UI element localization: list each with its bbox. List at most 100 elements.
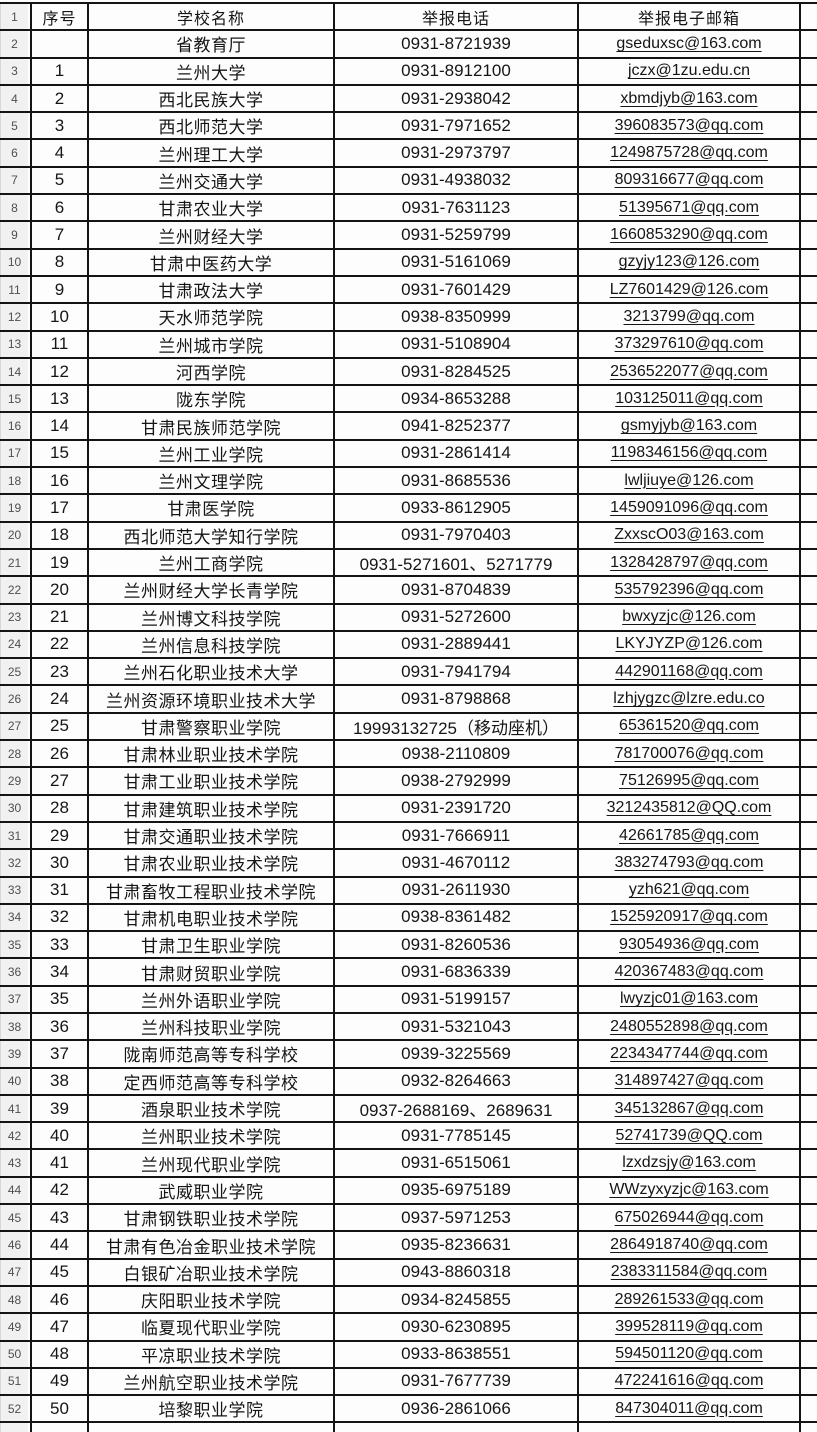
email-cell[interactable]: bwxyzjc@126.com — [577, 604, 801, 630]
row-number-cell[interactable]: 40 — [0, 1068, 28, 1094]
phone-cell[interactable]: 0931-8284525 — [333, 358, 577, 385]
email-cell[interactable]: yzh621@qq.com — [577, 877, 801, 903]
email-link[interactable]: 442901168@qq.com — [615, 662, 763, 680]
seq-cell[interactable]: 30 — [30, 850, 87, 876]
phone-cell[interactable]: 0939-3225569 — [333, 1041, 577, 1067]
seq-cell[interactable]: 50 — [30, 1396, 87, 1422]
row-number-cell[interactable]: 11 — [0, 276, 28, 303]
seq-cell[interactable]: 36 — [30, 1013, 87, 1040]
email-cell[interactable]: jczx@1zu.edu.cn — [577, 58, 801, 84]
school-cell[interactable]: 兰州财经大学长青学院 — [87, 577, 333, 603]
row-number-cell[interactable]: 18 — [0, 468, 28, 494]
school-cell[interactable]: 甘肃医学院 — [87, 495, 333, 521]
school-cell[interactable]: 兰州博文科技学院 — [87, 604, 333, 630]
phone-cell[interactable]: 0931-5259799 — [333, 222, 577, 248]
email-link[interactable]: jczx@1zu.edu.cn — [627, 62, 751, 80]
email-link[interactable]: 396083573@qq.com — [614, 116, 764, 134]
phone-cell[interactable]: 0932-8264663 — [333, 1068, 577, 1094]
email-link[interactable]: 847304011@qq.com — [615, 1399, 763, 1417]
email-link[interactable]: 1525920917@qq.com — [610, 908, 768, 926]
school-cell[interactable]: 兰州职业技术学院 — [87, 1123, 333, 1149]
email-cell[interactable]: gzyjy123@126.com — [577, 249, 801, 275]
email-cell[interactable]: 65361520@qq.com — [577, 713, 801, 740]
school-cell[interactable]: 兰州交通大学 — [87, 167, 333, 194]
row-number-cell[interactable]: 44 — [0, 1177, 28, 1204]
seq-cell[interactable]: 17 — [30, 495, 87, 521]
seq-cell[interactable]: 28 — [30, 795, 87, 821]
email-link[interactable]: 2864918740@qq.com — [610, 1236, 768, 1253]
school-cell[interactable]: 甘肃林业职业技术学院 — [87, 741, 333, 767]
seq-cell[interactable]: 1 — [30, 58, 87, 84]
email-cell[interactable]: 442901168@qq.com — [577, 659, 801, 685]
row-number-cell[interactable]: 19 — [0, 495, 28, 521]
school-cell[interactable]: 西北师范大学知行学院 — [87, 522, 333, 548]
row-number-cell[interactable]: 23 — [0, 604, 28, 630]
email-link[interactable]: 399528119@qq.com — [615, 1317, 763, 1335]
phone-cell[interactable]: 0931-7677739 — [333, 1368, 577, 1395]
row-number-cell[interactable]: 5 — [0, 113, 28, 139]
row-number-cell[interactable]: 1 — [0, 4, 28, 30]
row-number-cell[interactable]: 33 — [0, 877, 28, 903]
email-link[interactable]: 289261533@qq.com — [614, 1290, 764, 1308]
email-link[interactable]: 2536522077@qq.com — [610, 362, 768, 380]
seq-cell[interactable]: 48 — [30, 1341, 87, 1367]
email-link[interactable]: 535792396@qq.com — [614, 580, 764, 598]
phone-cell[interactable]: 0931-2889441 — [333, 631, 577, 658]
row-number-cell[interactable]: 43 — [0, 1150, 28, 1176]
email-link[interactable]: WWzyxyzjc@163.com — [609, 1181, 769, 1199]
email-link[interactable]: 1459091096@qq.com — [610, 498, 768, 516]
row-number-cell[interactable]: 3 — [0, 58, 28, 84]
phone-cell[interactable]: 0938-2110809 — [333, 741, 577, 767]
phone-cell[interactable]: 0931-7970403 — [333, 522, 577, 548]
phone-cell[interactable]: 0931-5108904 — [333, 331, 577, 357]
school-cell[interactable]: 兰州外语职业学院 — [87, 986, 333, 1012]
school-cell[interactable]: 兰州工业学院 — [87, 440, 333, 467]
seq-cell[interactable]: 47 — [30, 1314, 87, 1340]
phone-cell[interactable]: 0931-8704839 — [333, 577, 577, 603]
email-link[interactable]: 675026944@qq.com — [614, 1208, 764, 1226]
email-link[interactable]: LZ7601429@126.com — [609, 280, 769, 298]
row-number-cell[interactable]: 39 — [0, 1041, 28, 1067]
phone-cell[interactable]: 0931-5321043 — [333, 1013, 577, 1040]
seq-cell[interactable]: 19 — [30, 549, 87, 576]
email-link[interactable]: yzh621@qq.com — [628, 881, 750, 899]
row-number-cell[interactable]: 32 — [0, 850, 28, 876]
school-cell[interactable]: 白银矿冶职业技术学院 — [87, 1259, 333, 1285]
phone-cell[interactable]: 0931-2611930 — [333, 877, 577, 903]
row-number-cell[interactable]: 6 — [0, 140, 28, 166]
phone-cell[interactable]: 0931-7941794 — [333, 659, 577, 685]
school-cell[interactable]: 武威职业学院 — [87, 1177, 333, 1204]
seq-cell[interactable]: 11 — [30, 331, 87, 357]
phone-cell[interactable]: 0931-8260536 — [333, 932, 577, 958]
email-link[interactable]: xbmdjyb@163.com — [620, 89, 758, 107]
phone-cell[interactable]: 0931-6836339 — [333, 959, 577, 985]
email-link[interactable]: 1660853290@qq.com — [610, 226, 768, 244]
seq-cell[interactable]: 13 — [30, 386, 87, 412]
header-seq[interactable]: 序号 — [30, 4, 87, 30]
school-cell[interactable]: 甘肃工业职业技术学院 — [87, 768, 333, 794]
email-cell[interactable]: 2234347744@qq.com — [577, 1041, 801, 1067]
seq-cell[interactable]: 38 — [30, 1068, 87, 1094]
phone-cell[interactable]: 0933-8612905 — [333, 495, 577, 521]
phone-cell[interactable]: 0931-2391720 — [333, 795, 577, 821]
phone-cell[interactable]: 0938-8361482 — [333, 904, 577, 931]
email-link[interactable]: bwxyzjc@126.com — [622, 608, 756, 626]
phone-cell[interactable]: 0933-8638551 — [333, 1341, 577, 1367]
seq-cell[interactable]: 9 — [30, 276, 87, 303]
row-number-cell[interactable]: 30 — [0, 795, 28, 821]
school-cell[interactable]: 甘肃农业大学 — [87, 195, 333, 221]
email-cell[interactable]: 1249875728@qq.com — [577, 140, 801, 166]
school-cell[interactable]: 甘肃建筑职业技术学院 — [87, 795, 333, 821]
seq-cell[interactable] — [30, 31, 87, 57]
email-cell[interactable]: LKYJYZP@126.com — [577, 631, 801, 658]
phone-cell[interactable]: 0934-8653288 — [333, 386, 577, 412]
email-link[interactable]: 383274793@qq.com — [614, 853, 764, 871]
school-cell[interactable]: 甘肃中医药大学 — [87, 249, 333, 275]
seq-cell[interactable]: 45 — [30, 1259, 87, 1285]
email-link[interactable]: 3213799@qq.com — [623, 307, 755, 325]
email-cell[interactable]: 2864918740@qq.com — [577, 1232, 801, 1258]
row-number-cell[interactable]: 22 — [0, 577, 28, 603]
seq-cell[interactable]: 32 — [30, 904, 87, 931]
phone-cell[interactable]: 0938-2792999 — [333, 768, 577, 794]
seq-cell[interactable]: 29 — [30, 822, 87, 849]
